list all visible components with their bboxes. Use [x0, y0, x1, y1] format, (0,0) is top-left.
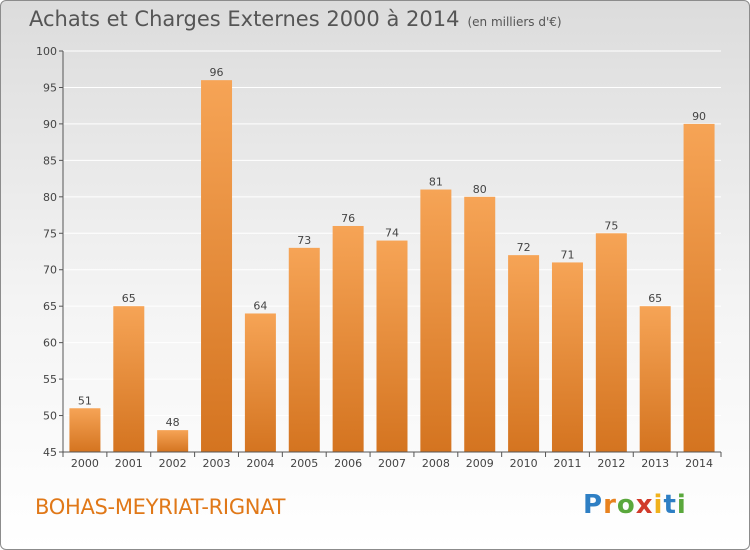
bar-value-label: 51: [78, 394, 92, 407]
bar-value-label: 81: [429, 176, 443, 189]
y-tick-label: 50: [43, 410, 57, 423]
x-tick-label: 2013: [641, 457, 669, 470]
bars: 51 65 48 96 64 73 76 74 81 80 72 71 75 65 90: [69, 66, 715, 452]
bar-value-label: 72: [517, 241, 531, 254]
logo-letter: x: [635, 490, 654, 520]
chart-unit-label: (en milliers d'€): [467, 15, 562, 29]
bar-value-label: 76: [341, 212, 355, 225]
y-tick-label: 45: [43, 446, 57, 459]
bar-value-label: 71: [560, 248, 574, 261]
y-tick-label: 75: [43, 227, 57, 240]
y-tick-label: 70: [43, 264, 57, 277]
bar: [288, 247, 320, 452]
proxiti-logo: Proxiti: [583, 490, 687, 520]
logo-letter: t: [663, 490, 677, 520]
x-tick-label: 2014: [685, 457, 713, 470]
bar: [420, 189, 452, 452]
bar: [157, 430, 189, 452]
bar-value-label: 73: [297, 234, 311, 247]
bar-value-label: 64: [253, 299, 267, 312]
logo-letter: i: [653, 490, 664, 520]
logo-letter: r: [603, 490, 617, 520]
bar-value-label: 65: [648, 292, 662, 305]
bar-value-label: 74: [385, 227, 399, 240]
bar: [595, 233, 627, 452]
y-tick-label: 90: [43, 118, 57, 131]
bar: [113, 306, 145, 452]
bar: [376, 240, 408, 452]
bar: [508, 255, 540, 452]
logo-letter: i: [676, 490, 687, 520]
x-tick-label: 2002: [159, 457, 187, 470]
y-tick-label: 55: [43, 373, 57, 386]
y-tick-label: 60: [43, 337, 57, 350]
x-tick-label: 2007: [378, 457, 406, 470]
chart-title: Achats et Charges Externes 2000 à 2014 (e…: [29, 7, 562, 31]
x-tick-label: 2008: [422, 457, 450, 470]
bar-value-label: 80: [473, 183, 487, 196]
x-tick-label: 2009: [466, 457, 494, 470]
commune-name: BOHAS-MEYRIAT-RIGNAT: [35, 495, 286, 519]
x-tick-label: 2005: [290, 457, 318, 470]
x-tick-label: 2003: [203, 457, 231, 470]
axes: 45 50 55 60 65 70 75 80 85 90 95 100 2000 2001 2002 200…: [36, 45, 722, 470]
bar-value-label: 75: [604, 219, 618, 232]
x-tick-label: 2000: [71, 457, 99, 470]
y-tick-label: 95: [43, 81, 57, 94]
logo-letter: P: [583, 490, 604, 520]
bar: [69, 408, 101, 452]
bar: [464, 196, 496, 452]
bar: [551, 262, 583, 452]
bar: [332, 225, 364, 452]
x-tick-label: 2004: [246, 457, 274, 470]
y-tick-label: 100: [36, 45, 57, 58]
x-tick-label: 2010: [510, 457, 538, 470]
bar-value-label: 65: [122, 292, 136, 305]
chart-title-text: Achats et Charges Externes 2000 à 2014: [29, 7, 460, 31]
bar-value-label: 90: [692, 110, 706, 123]
x-tick-label: 2001: [115, 457, 143, 470]
x-tick-label: 2011: [553, 457, 581, 470]
x-tick-label: 2012: [597, 457, 625, 470]
logo-letter: o: [616, 490, 636, 520]
y-tick-label: 85: [43, 154, 57, 167]
bar-value-label: 48: [166, 416, 180, 429]
bar: [639, 306, 671, 452]
bar: [683, 123, 715, 452]
bar: [244, 313, 276, 452]
bar: [201, 80, 233, 452]
y-tick-label: 65: [43, 300, 57, 313]
bar-value-label: 96: [210, 66, 224, 79]
x-tick-label: 2006: [334, 457, 362, 470]
y-tick-label: 80: [43, 191, 57, 204]
